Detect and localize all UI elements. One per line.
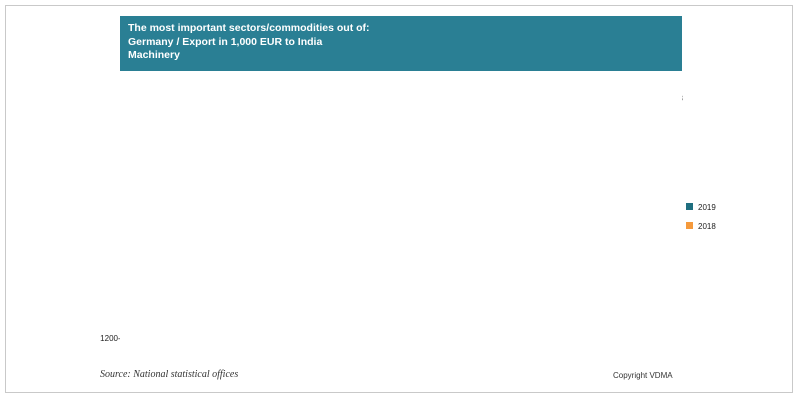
legend-label: 2019 bbox=[698, 203, 716, 212]
source-note: Source: National statistical offices bbox=[100, 369, 239, 380]
chart-title-box: The most important sectors/commodities o… bbox=[120, 16, 682, 71]
legend-swatch-2018 bbox=[686, 222, 693, 229]
chart-title-line-1: The most important sectors/commodities o… bbox=[128, 22, 370, 34]
chart-title-line-2: Germany / Export in 1,000 EUR to India bbox=[128, 35, 323, 48]
legend-swatch-2019 bbox=[686, 203, 693, 210]
legend-label: 2018 bbox=[698, 222, 716, 231]
image-frame bbox=[5, 5, 793, 393]
chart-card: The most important sectors/commodities o… bbox=[120, 16, 682, 388]
copyright-note: Copyright VDMA bbox=[613, 371, 673, 380]
chart-title-line-3: Machinery bbox=[128, 49, 180, 61]
